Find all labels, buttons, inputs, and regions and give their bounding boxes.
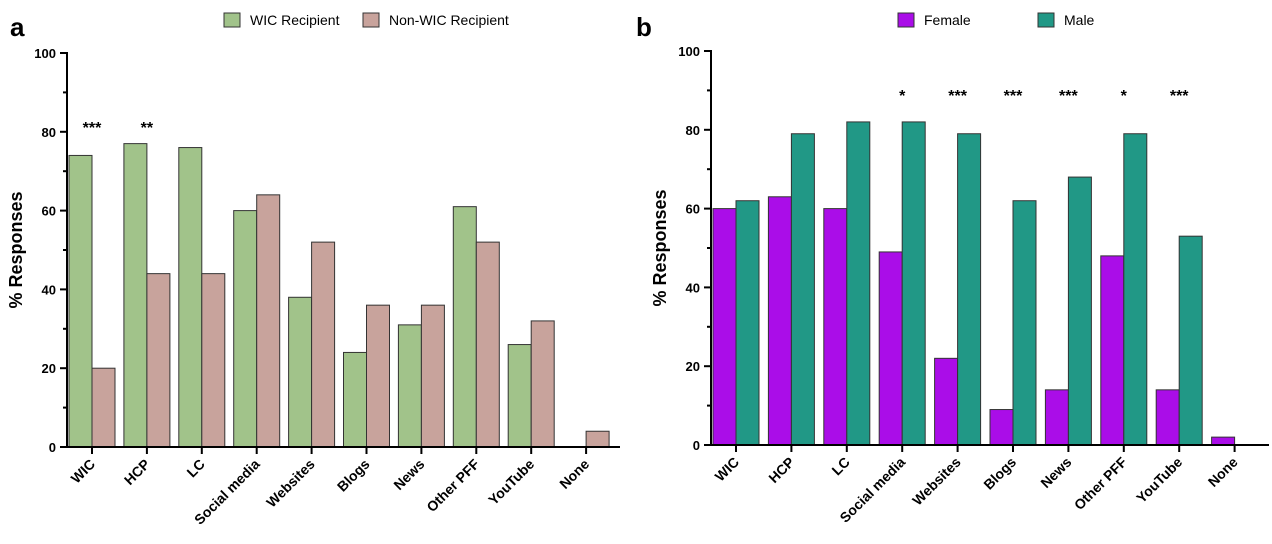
panel-a-significance-marker-1: ** bbox=[141, 120, 154, 137]
panel-b-bar-s1-1 bbox=[767, 196, 792, 446]
panel-a-bar-s2-4 bbox=[311, 241, 336, 448]
panel-b-y-tick-label-100: 100 bbox=[678, 44, 700, 59]
panel-b-bar-s2-6 bbox=[1067, 176, 1092, 446]
panel-b-significance-marker-6: *** bbox=[1059, 88, 1078, 105]
panel-a-bar-s2-1 bbox=[146, 273, 171, 448]
panel-b-y-tick-label-60: 60 bbox=[686, 202, 700, 217]
panel-b-legend-label-0: Female bbox=[924, 12, 971, 28]
panel-b-significance-marker-5: *** bbox=[1004, 88, 1023, 105]
panel-b-bar-s1-6 bbox=[1044, 389, 1069, 446]
panel-b-bar-s1-5 bbox=[989, 409, 1014, 446]
panel-b-x-tick-label-7: Other PFF bbox=[1071, 453, 1130, 512]
panel-a-y-tick-label-0: 0 bbox=[49, 440, 56, 455]
panel-b-significance-marker-3: * bbox=[899, 88, 906, 105]
panel-a-x-tick-label-7: Other PFF bbox=[423, 455, 482, 514]
panel-b-significance-marker-7: * bbox=[1121, 88, 1128, 105]
panel-b-x-tick-label-1: HCP bbox=[765, 454, 797, 486]
panel-b-y-tick-label-80: 80 bbox=[686, 123, 700, 138]
panel-b-bar-s1-0 bbox=[712, 208, 737, 446]
panel-a-bar-s2-0 bbox=[91, 367, 116, 448]
panel-b-bar-s1-3 bbox=[878, 251, 903, 446]
panel-a-x-tick-label-8: YouTube bbox=[485, 456, 537, 508]
panel-b-x-tick-label-0: WIC bbox=[712, 454, 743, 485]
panel-a-y-tick-label-100: 100 bbox=[34, 46, 56, 61]
panel-a-x-tick-label-6: News bbox=[390, 456, 427, 493]
panel-b-x-tick-label-5: Blogs bbox=[980, 454, 1019, 493]
panel-b-bar-s2-4 bbox=[957, 133, 982, 446]
panel-b-y-axis-label: % Responses bbox=[650, 189, 670, 306]
panel-b-bar-s2-5 bbox=[1012, 200, 1037, 446]
panel-a-bar-s1-2 bbox=[178, 147, 203, 448]
panel-b-x-tick-label-6: News bbox=[1037, 454, 1074, 491]
panel-b-bar-s1-2 bbox=[823, 208, 848, 446]
panel-a-x-tick-label-2: LC bbox=[183, 456, 208, 481]
panel-b-legend-swatch-0 bbox=[897, 12, 915, 28]
panel-a-legend-label-0: WIC Recipient bbox=[250, 12, 340, 28]
panel-a-y-tick-label-80: 80 bbox=[42, 125, 56, 140]
panel-b-letter: b bbox=[636, 12, 652, 42]
panel-a-x-tick-label-5: Blogs bbox=[334, 456, 373, 495]
panel-b-x-tick-label-8: YouTube bbox=[1133, 454, 1185, 506]
panel-b-x-tick-label-2: LC bbox=[828, 454, 853, 479]
panel-a-legend-swatch-1 bbox=[362, 12, 380, 28]
panel-a-bar-s1-6 bbox=[397, 324, 422, 448]
panel-a-x-tick-label-0: WIC bbox=[68, 456, 99, 487]
panel-a-y-axis-label: % Responses bbox=[6, 191, 26, 308]
panel-b-bar-s1-9 bbox=[1211, 436, 1236, 446]
panel-b-bar-s1-7 bbox=[1100, 255, 1125, 446]
panel-a-legend-swatch-0 bbox=[223, 12, 241, 28]
panel-a-bar-s2-8 bbox=[530, 320, 555, 448]
panel-a-bar-s1-0 bbox=[68, 154, 93, 448]
panel-a-bar-s1-7 bbox=[452, 206, 477, 448]
panel-b-x-tick-label-9: None bbox=[1205, 454, 1241, 490]
panel-b-y-tick-label-0: 0 bbox=[693, 438, 700, 453]
panel-a-bar-s2-5 bbox=[366, 304, 390, 448]
panel-b-bar-s1-8 bbox=[1155, 389, 1180, 446]
panel-b-bar-s2-8 bbox=[1178, 235, 1203, 446]
panel-a-bar-s1-8 bbox=[507, 344, 532, 448]
panel-a-y-tick-label-20: 20 bbox=[42, 361, 56, 376]
panel-a-bar-s2-2 bbox=[201, 273, 226, 448]
chart-panel-b: b Female Male % Responses 0 20 40 60 80 100 WIC HCP… bbox=[636, 12, 1269, 526]
panel-a-letter: a bbox=[10, 12, 25, 42]
panel-a-bar-s2-3 bbox=[256, 194, 281, 448]
panel-a-significance-marker-0: *** bbox=[83, 120, 102, 137]
panel-a-bar-s2-9 bbox=[585, 430, 610, 448]
panel-a-x-tick-label-4: Websites bbox=[263, 456, 318, 511]
panel-a-bar-s1-3 bbox=[233, 210, 258, 448]
panel-a-bar-s2-6 bbox=[420, 304, 445, 448]
panel-b-bar-s1-4 bbox=[934, 357, 959, 446]
panel-b-bar-s2-1 bbox=[790, 133, 815, 446]
panel-a-x-tick-label-9: None bbox=[556, 456, 592, 492]
panel-a-bar-s1-4 bbox=[288, 296, 313, 448]
panel-b-significance-marker-8: *** bbox=[1170, 88, 1189, 105]
panel-b-legend-label-1: Male bbox=[1064, 12, 1095, 28]
panel-a-y-tick-label-40: 40 bbox=[42, 282, 56, 297]
panel-a-x-tick-label-1: HCP bbox=[121, 456, 153, 488]
panel-b-x-tick-label-4: Websites bbox=[909, 454, 964, 509]
panel-b-legend-swatch-1 bbox=[1037, 12, 1055, 28]
panel-b-bar-s2-0 bbox=[735, 200, 760, 446]
panel-a-y-tick-label-60: 60 bbox=[42, 204, 56, 219]
panel-b-bar-s2-2 bbox=[846, 121, 871, 446]
panel-b-y-tick-label-40: 40 bbox=[686, 280, 700, 295]
chart-panel-a: a WIC Recipient Non-WIC Recipient % Respons… bbox=[6, 12, 620, 528]
panel-b-y-tick-label-20: 20 bbox=[686, 359, 700, 374]
panel-b-significance-marker-4: *** bbox=[948, 88, 967, 105]
panel-b-bar-s2-7 bbox=[1123, 133, 1148, 446]
panel-a-bar-s2-7 bbox=[475, 241, 500, 448]
panel-b-bar-s2-3 bbox=[901, 121, 926, 446]
panel-a-legend-label-1: Non-WIC Recipient bbox=[389, 12, 509, 28]
panel-a-bar-s1-5 bbox=[343, 351, 367, 448]
panel-a-bar-s1-1 bbox=[123, 143, 148, 448]
